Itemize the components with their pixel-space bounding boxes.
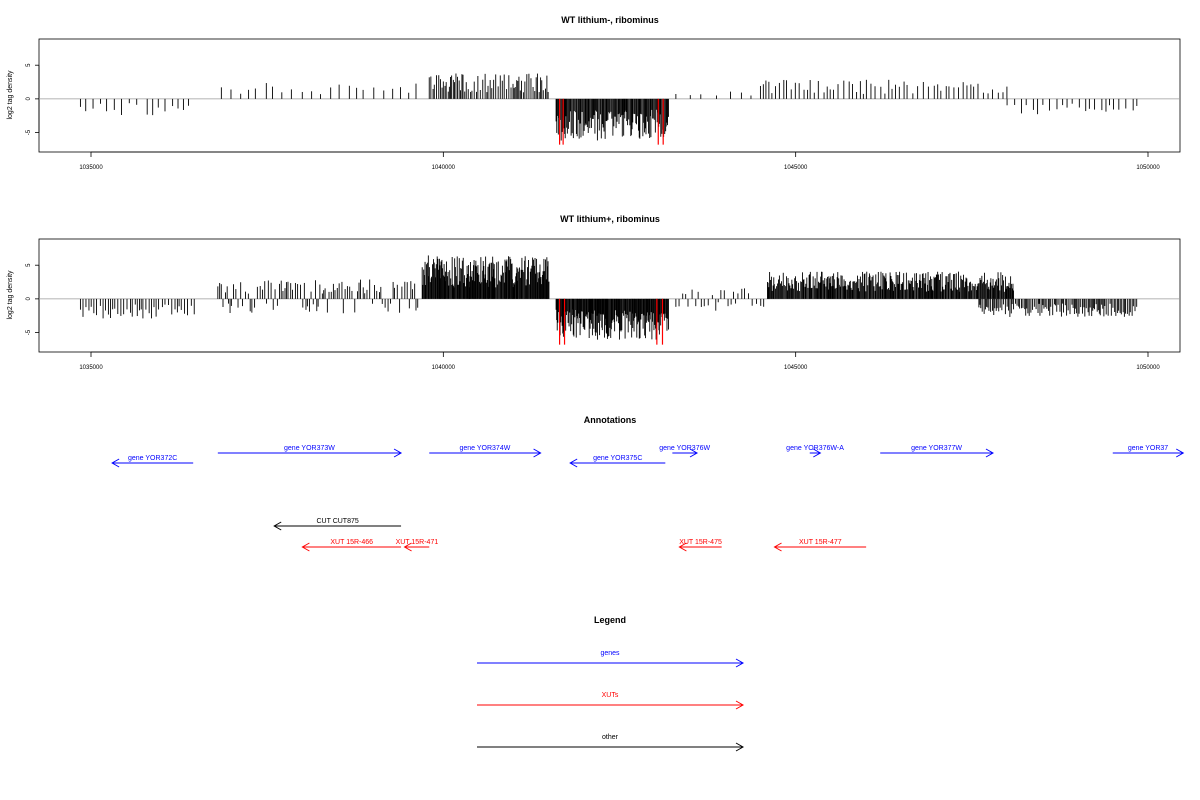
gene-label: gene YOR376W-A [786,445,844,452]
xut-arrow [301,542,402,552]
y-tick-label: 5 [26,63,32,67]
x-tick-label: 1040000 [432,165,456,171]
panel-2-ylabel: log2 tag density [7,270,14,320]
gene-label: gene YOR375C [593,455,642,462]
gene-label: gene YOR377W [911,445,962,452]
x-tick-label: 1045000 [784,365,808,371]
legend-arrow [477,700,745,710]
panel-1-frame [38,38,1181,153]
gene-arrow [809,448,822,458]
legend-label: genes [600,650,620,657]
gene-label: gene YOR37 [1128,445,1168,452]
gene-arrow [111,458,194,468]
y-tick-label: 0 [26,297,32,301]
panel-2-x-axis: 1035000 1040000 1045000 1050000 [79,351,1160,371]
x-tick-label: 1050000 [1136,165,1160,171]
x-tick-label: 1040000 [432,365,456,371]
panel-1-ylabel: log2 tag density [7,70,14,120]
panel-1-y-axis: -5 0 5 [26,63,40,135]
x-tick-label: 1050000 [1136,365,1160,371]
gene-label: gene YOR376W [659,445,710,452]
y-tick-label: 0 [26,97,32,101]
xut-arrow [403,542,430,552]
gene-arrow [880,448,994,458]
panel-1-x-axis: 1035000 1040000 1045000 1050000 [79,151,1160,171]
legend-arrow [477,742,745,752]
gene-arrow [429,448,542,458]
annotations-title: Annotations [584,415,637,425]
gene-label: gene YOR372C [128,455,177,462]
gene-label: gene YOR374W [459,445,510,452]
legend-title: Legend [594,615,626,625]
panel-1-title: WT lithium-, ribominus [561,15,659,25]
gene-arrow [1112,448,1185,458]
panel-2-y-axis: -5 0 5 [26,263,40,335]
xut-label: XUT 15R-477 [799,539,842,546]
legend-label: XUTs [602,692,619,699]
x-tick-label: 1035000 [79,165,103,171]
y-tick-label: 5 [26,263,32,267]
gene-arrow [217,448,403,458]
xut-arrow [678,542,722,552]
xut-label: XUT 15R-475 [679,539,722,546]
x-tick-label: 1035000 [79,365,103,371]
panel-2-bars [39,255,1180,345]
gene-arrow [569,458,666,468]
panel-2-title: WT lithium+, ribominus [560,214,660,224]
legend: genes XUTs other [477,650,745,752]
x-tick-label: 1045000 [784,165,808,171]
cut-label: CUT CUT875 [316,518,358,525]
gene-arrow [672,448,699,458]
legend-arrow [477,658,745,668]
annotation-track: gene YOR372C gene YOR373W gene YOR374W gene… [111,445,1185,552]
y-tick-label: -5 [26,329,32,335]
xut-arrow [773,542,867,552]
gene-label: gene YOR373W [284,445,335,452]
legend-label: other [602,734,619,741]
xut-label: XUT 15R-466 [330,539,373,546]
cut-arrow [273,521,402,531]
panel-1-bars [39,73,1180,145]
xut-label: XUT 15R-471 [396,539,439,546]
y-tick-label: -5 [26,129,32,135]
